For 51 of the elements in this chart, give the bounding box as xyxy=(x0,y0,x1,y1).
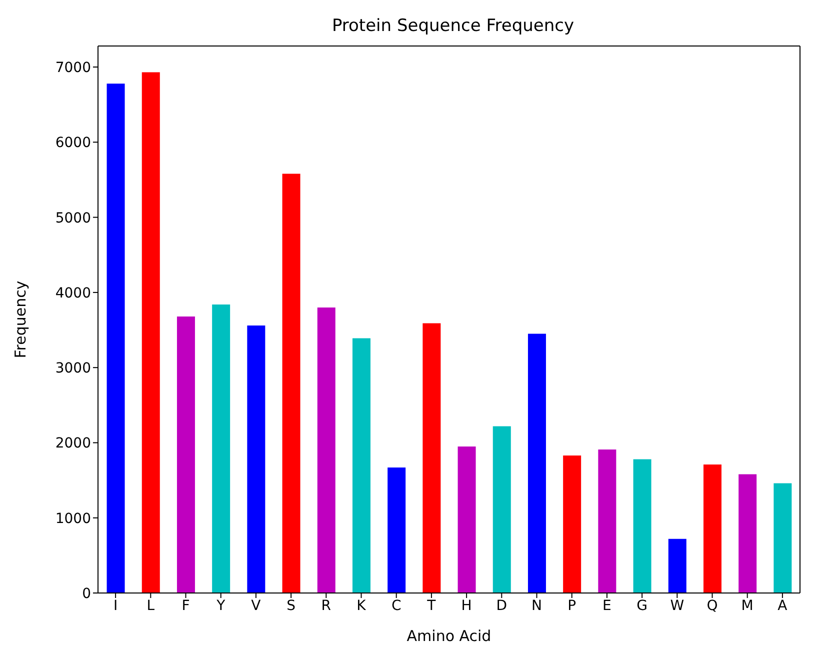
x-tick-label: C xyxy=(391,598,402,614)
y-tick-label: 5000 xyxy=(55,210,91,226)
x-tick-label: P xyxy=(568,598,576,614)
x-tick-label: M xyxy=(741,598,754,614)
bar xyxy=(598,449,616,593)
x-tick-label: I xyxy=(113,598,118,614)
x-axis-title: Amino Acid xyxy=(406,627,492,645)
bar xyxy=(563,456,582,593)
bar xyxy=(528,334,546,593)
x-tick-label: S xyxy=(286,598,296,614)
bar xyxy=(458,446,476,593)
x-tick-label: F xyxy=(182,598,190,614)
bar xyxy=(774,483,792,593)
bar xyxy=(703,464,722,593)
x-tick-label: Q xyxy=(706,598,718,614)
bar xyxy=(282,174,300,593)
x-tick-label: K xyxy=(356,598,367,614)
y-tick-label: 0 xyxy=(82,586,91,602)
x-tick-label: V xyxy=(251,598,262,614)
y-tick-label: 3000 xyxy=(55,360,91,377)
x-tick-label: H xyxy=(461,598,472,614)
bar xyxy=(247,326,266,593)
y-axis-title: Frequency xyxy=(11,280,30,358)
bar xyxy=(212,304,230,593)
bar xyxy=(633,459,652,593)
bar xyxy=(317,307,336,593)
bar xyxy=(492,426,511,593)
x-tick-label: Y xyxy=(216,598,226,614)
y-tick-label: 7000 xyxy=(55,60,91,76)
y-tick-label: 4000 xyxy=(55,285,91,302)
x-tick-label: G xyxy=(636,598,648,614)
bar xyxy=(142,72,160,593)
x-tick-label: R xyxy=(321,598,332,614)
chart-title: Protein Sequence Frequency xyxy=(330,16,576,36)
bar xyxy=(176,316,195,593)
y-tick-label: 6000 xyxy=(55,135,91,152)
y-tick-label: 1000 xyxy=(55,510,91,527)
bar xyxy=(422,323,441,593)
bar xyxy=(352,338,370,593)
bar xyxy=(668,538,686,593)
x-tick-label: W xyxy=(670,598,684,614)
bar xyxy=(388,468,406,593)
x-tick-label: T xyxy=(426,598,436,614)
bar xyxy=(738,474,757,593)
x-tick-label: L xyxy=(146,598,155,614)
bar xyxy=(106,84,125,593)
x-tick-label: E xyxy=(602,598,612,614)
x-tick-label: N xyxy=(532,598,542,614)
x-tick-label: D xyxy=(496,598,508,614)
y-tick-label: 2000 xyxy=(55,436,91,452)
x-tick-label: A xyxy=(778,598,788,614)
